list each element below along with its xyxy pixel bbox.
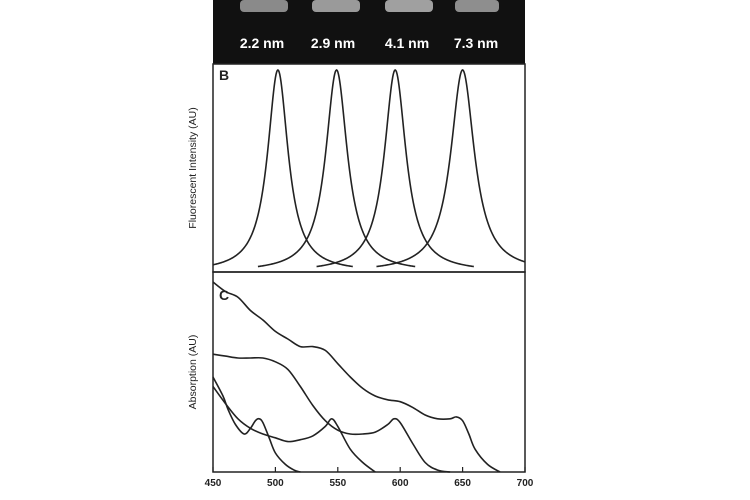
absorption-spectrum-1 [212,376,301,473]
vial-top-3 [385,0,433,12]
emission-peak-1 [212,68,353,268]
x-tick-label-650: 650 [454,478,471,489]
vial-tops [240,0,499,12]
panel-b-frame [212,63,526,273]
absorption-spectrum-3 [212,353,451,473]
panel-c-series [212,281,501,473]
vial-top-2 [312,0,360,12]
panel-c-x-axis: 450 500 550 600 650 700 [205,467,534,489]
photo-strip: 2.2 nm 2.9 nm 4.1 nm 7.3 nm [213,0,525,64]
size-label-1: 2.2 nm [240,35,284,51]
x-tick-label-700: 700 [517,478,534,489]
panel-b-series [212,68,526,268]
x-tick-label-550: 550 [329,478,346,489]
emission-peak-2 [257,69,416,268]
vial-top-1 [240,0,288,12]
absorption-spectrum-2 [212,386,376,473]
panel-b: B Fluorescent Intensity (AU) [187,63,526,273]
panel-c-ylabel: Absorption (AU) [187,335,199,410]
panel-b-ylabel: Fluorescent Intensity (AU) [187,107,199,228]
panel-b-label: B [219,67,229,83]
x-tick-label-450: 450 [205,478,222,489]
absorption-spectrum-4 [212,281,501,473]
vial-top-4 [455,0,499,12]
panel-c-label: C [219,287,229,303]
x-tick-label-600: 600 [392,478,409,489]
x-tick-label-500: 500 [267,478,284,489]
emission-peak-3 [316,69,474,268]
size-label-3: 4.1 nm [385,35,429,51]
panel-c: C Absorption (AU) 450 500 550 600 650 700 [187,271,534,489]
size-label-4: 7.3 nm [454,35,498,51]
emission-peak-4 [376,69,526,268]
size-label-2: 2.9 nm [311,35,355,51]
panel-c-frame [212,271,526,473]
